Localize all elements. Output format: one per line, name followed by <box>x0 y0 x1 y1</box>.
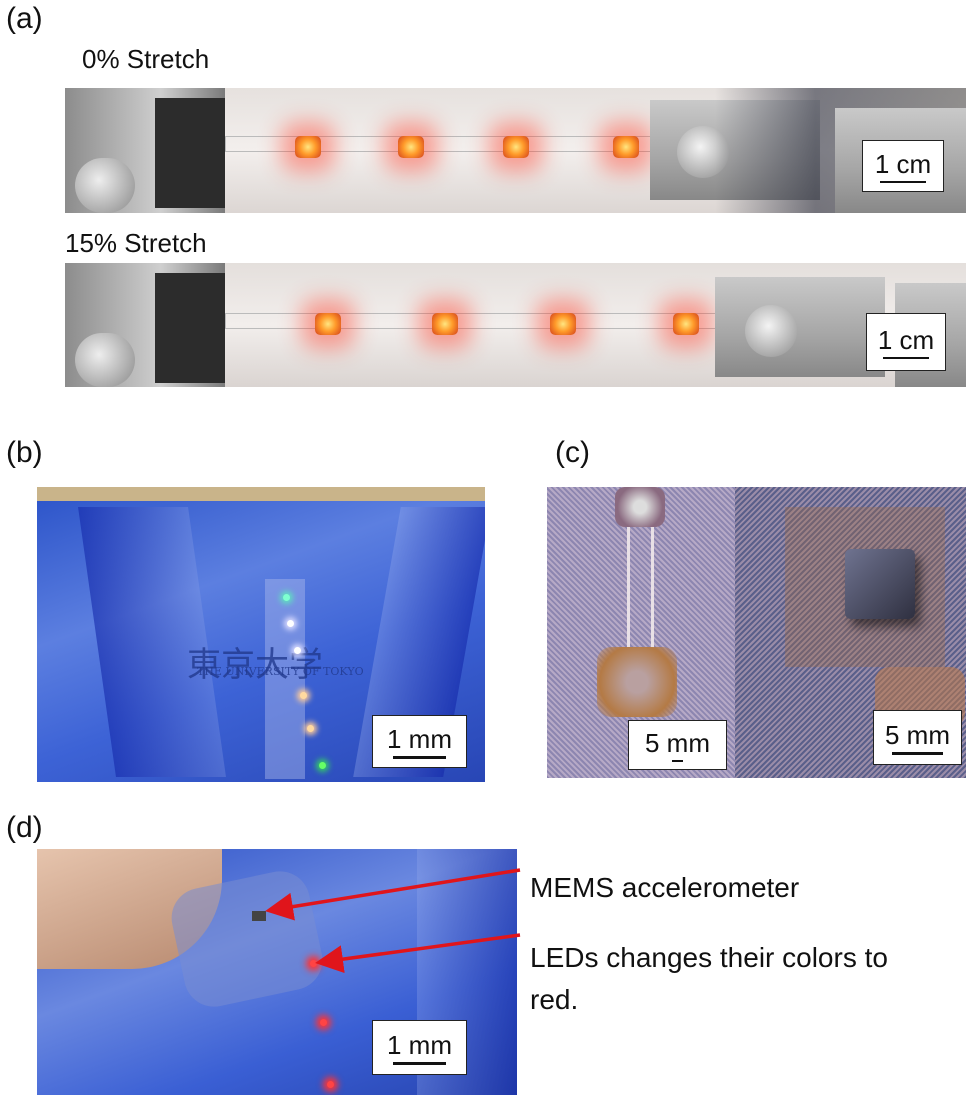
figure: (a) 0% Stretch 1 cm 15% Stretch 1 cm (b)… <box>0 0 966 1095</box>
annotation: MEMS accelerometer <box>530 867 799 909</box>
annotation: LEDs changes their colors to red. <box>530 937 930 1021</box>
arrows <box>0 0 966 1095</box>
arrow <box>272 870 520 910</box>
arrow <box>322 935 520 962</box>
